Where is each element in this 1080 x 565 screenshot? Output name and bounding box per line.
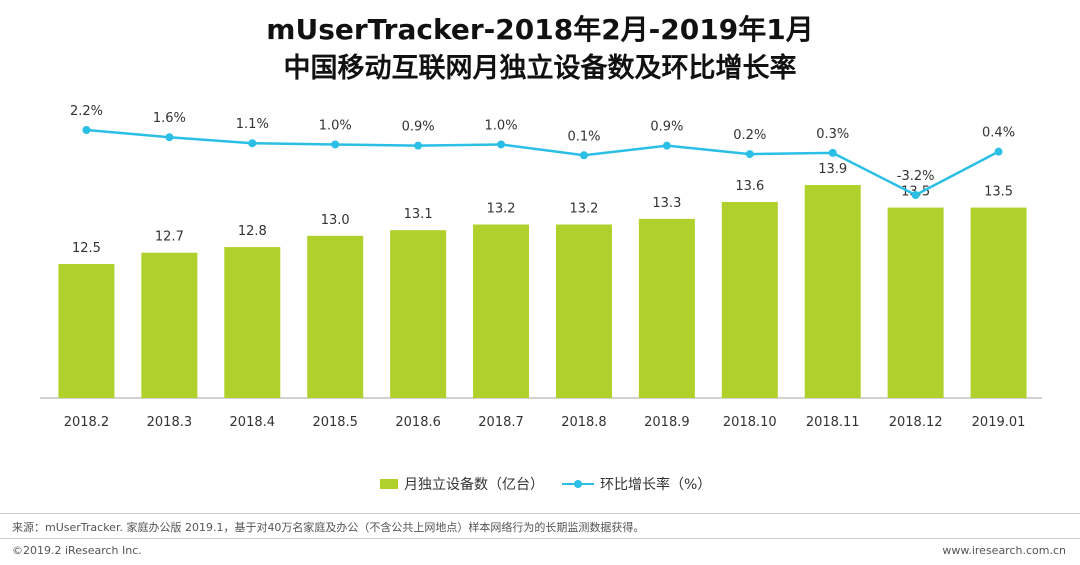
bar-2018.6 xyxy=(390,230,447,398)
growth-point-2018.4 xyxy=(248,139,257,148)
bar-label-2018.10: 13.6 xyxy=(735,179,764,194)
source-note: 来源：mUserTracker. 家庭办公版 2019.1，基于对40万名家庭及… xyxy=(12,521,645,534)
x-tick-2018.12: 2018.12 xyxy=(889,415,943,430)
bar-2018.2 xyxy=(58,264,115,398)
copyright: ©2019.2 iResearch Inc. xyxy=(12,544,142,557)
legend-item-line: 环比增长率（%） xyxy=(562,474,711,494)
growth-label-2018.2: 2.2% xyxy=(70,104,103,119)
legend-bar-swatch xyxy=(380,479,398,489)
growth-point-2018.8 xyxy=(579,151,588,160)
growth-point-2018.3 xyxy=(165,133,174,142)
x-tick-2019.01: 2019.01 xyxy=(972,415,1026,430)
growth-label-2018.8: 0.1% xyxy=(567,129,600,144)
growth-label-2019.01: 0.4% xyxy=(982,126,1015,141)
bar-label-2018.8: 13.2 xyxy=(569,202,598,217)
bar-2018.4 xyxy=(224,247,281,398)
growth-label-2018.9: 0.9% xyxy=(650,120,683,135)
website-link[interactable]: www.iresearch.com.cn xyxy=(942,544,1066,557)
growth-label-2018.12: -3.2% xyxy=(897,169,935,184)
chart-title-line1: mUserTracker-2018年2月-2019年1月 xyxy=(266,13,814,46)
bar-2018.7 xyxy=(473,224,530,398)
legend-bar-label: 月独立设备数（亿台） xyxy=(404,477,544,493)
bar-2018.5 xyxy=(307,235,364,398)
growth-point-2018.5 xyxy=(331,140,340,149)
growth-point-2018.11 xyxy=(828,148,837,157)
growth-point-2018.9 xyxy=(662,141,671,150)
bar-2018.9 xyxy=(638,218,695,398)
bar-label-2018.4: 12.8 xyxy=(238,224,267,239)
legend-line-swatch xyxy=(562,479,594,489)
bar-2018.12 xyxy=(887,207,944,398)
bar-label-2018.6: 13.1 xyxy=(404,207,433,222)
bar-label-2018.11: 13.9 xyxy=(818,162,847,177)
legend: 月独立设备数（亿台） 环比增长率（%） xyxy=(380,474,729,494)
growth-label-2018.6: 0.9% xyxy=(402,120,435,135)
growth-label-2018.5: 1.0% xyxy=(319,118,352,133)
x-tick-2018.10: 2018.10 xyxy=(723,415,777,430)
growth-label-2018.10: 0.2% xyxy=(733,128,766,143)
bar-label-2018.9: 13.3 xyxy=(652,196,681,211)
bar-2018.8 xyxy=(555,224,612,398)
growth-rate-line xyxy=(86,128,1000,197)
x-tick-2018.8: 2018.8 xyxy=(561,415,607,430)
bar-label-2018.2: 12.5 xyxy=(72,241,101,256)
growth-label-2018.4: 1.1% xyxy=(236,117,269,132)
x-tick-2018.5: 2018.5 xyxy=(312,415,358,430)
bar-label-2018.7: 13.2 xyxy=(487,202,516,217)
bar-2018.3 xyxy=(141,252,198,398)
bar-label-2018.5: 13.0 xyxy=(321,213,350,228)
x-tick-2018.9: 2018.9 xyxy=(644,415,690,430)
growth-label-2018.7: 1.0% xyxy=(485,118,518,133)
footer-divider-bottom xyxy=(0,538,1080,539)
bar-label-2019.01: 13.5 xyxy=(984,185,1013,200)
growth-label-2018.3: 1.6% xyxy=(153,111,186,126)
x-tick-2018.11: 2018.11 xyxy=(806,415,860,430)
chart-canvas: 12.5 2018.2 12.7 2018.3 12.8 2018.4 13.0 2018.5… xyxy=(40,104,1042,430)
growth-point-2018.7 xyxy=(497,140,506,149)
bar-label-2018.3: 12.7 xyxy=(155,230,184,245)
legend-line-label: 环比增长率（%） xyxy=(600,477,712,493)
bar-2018.11 xyxy=(804,185,861,398)
x-tick-2018.4: 2018.4 xyxy=(230,415,276,430)
growth-point-2018.6 xyxy=(414,141,423,150)
footer-divider-top xyxy=(0,513,1080,514)
growth-point-2018.2 xyxy=(82,126,91,134)
x-tick-2018.2: 2018.2 xyxy=(64,415,110,430)
bar-2018.10 xyxy=(721,201,778,398)
chart-title-line2: 中国移动互联网月独立设备数及环比增长率 xyxy=(283,53,797,84)
growth-point-2018.12 xyxy=(911,191,920,199)
x-tick-2018.7: 2018.7 xyxy=(478,415,524,430)
growth-point-2019.01 xyxy=(994,147,1003,156)
legend-item-bar: 月独立设备数（亿台） xyxy=(380,474,544,494)
x-tick-2018.6: 2018.6 xyxy=(395,415,441,430)
growth-label-2018.11: 0.3% xyxy=(816,127,849,142)
x-tick-2018.3: 2018.3 xyxy=(147,415,193,430)
bar-2019.01 xyxy=(970,207,1027,398)
growth-point-2018.10 xyxy=(745,150,754,159)
